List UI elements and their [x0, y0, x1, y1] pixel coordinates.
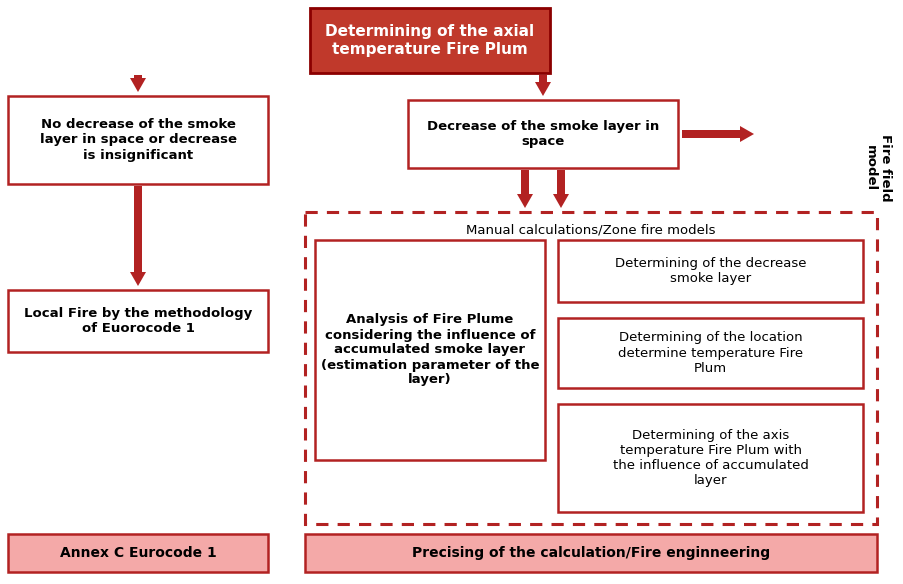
Bar	[310, 8, 549, 73]
Bar	[407, 100, 677, 168]
Text: Determining of the location
determine temperature Fire
Plum: Determining of the location determine te…	[618, 332, 802, 374]
Text: Decrease of the smoke layer in
space: Decrease of the smoke layer in space	[426, 120, 658, 148]
Text: Local Fire by the methodology
of Euorocode 1: Local Fire by the methodology of Euoroco…	[23, 307, 252, 335]
Bar	[557, 404, 862, 512]
Text: Fire field
model: Fire field model	[863, 134, 891, 201]
Polygon shape	[681, 126, 753, 142]
Bar	[8, 534, 267, 572]
Polygon shape	[517, 170, 533, 208]
Bar	[557, 240, 862, 302]
Bar	[304, 534, 876, 572]
Bar	[8, 96, 267, 184]
Polygon shape	[553, 170, 568, 208]
Bar	[557, 318, 862, 388]
Text: Determining of the decrease
smoke layer: Determining of the decrease smoke layer	[614, 257, 805, 285]
Text: Manual calculations/Zone fire models: Manual calculations/Zone fire models	[466, 224, 715, 237]
Bar	[304, 212, 876, 524]
Text: Analysis of Fire Plume
considering the influence of
accumulated smoke layer
(est: Analysis of Fire Plume considering the i…	[321, 314, 539, 387]
Polygon shape	[130, 75, 146, 92]
Text: Annex C Eurocode 1: Annex C Eurocode 1	[60, 546, 216, 560]
Bar	[314, 240, 545, 460]
Polygon shape	[535, 75, 551, 96]
Polygon shape	[130, 186, 146, 286]
Text: Determining of the axial
temperature Fire Plum: Determining of the axial temperature Fir…	[325, 25, 534, 57]
Text: Precising of the calculation/Fire enginneering: Precising of the calculation/Fire enginn…	[412, 546, 769, 560]
Text: Determining of the axis
temperature Fire Plum with
the influence of accumulated
: Determining of the axis temperature Fire…	[612, 429, 807, 487]
Text: No decrease of the smoke
layer in space or decrease
is insignificant: No decrease of the smoke layer in space …	[40, 119, 237, 162]
Bar	[8, 290, 267, 352]
